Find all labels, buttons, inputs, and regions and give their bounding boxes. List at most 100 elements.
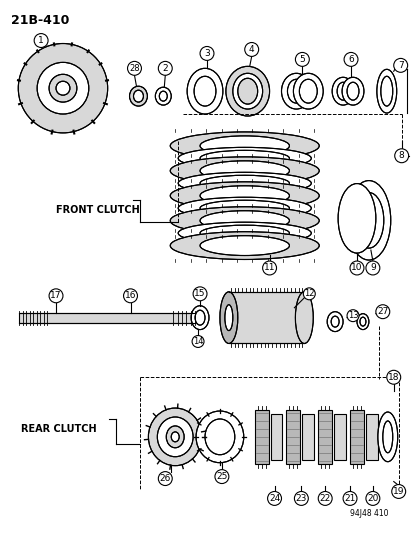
Text: 13: 13 [347, 311, 358, 320]
Text: 17: 17 [50, 292, 62, 300]
Ellipse shape [56, 81, 70, 95]
Ellipse shape [336, 82, 348, 100]
Text: 18: 18 [387, 373, 399, 382]
Text: 16: 16 [124, 292, 136, 300]
Circle shape [192, 287, 206, 301]
Bar [365, 414, 377, 459]
Ellipse shape [191, 306, 209, 329]
Bar [318, 410, 331, 464]
Text: 1: 1 [38, 36, 44, 45]
Circle shape [342, 491, 356, 505]
Text: 10: 10 [350, 263, 362, 272]
Ellipse shape [337, 183, 375, 253]
Ellipse shape [178, 197, 311, 219]
Ellipse shape [129, 86, 147, 106]
Text: 24: 24 [268, 494, 280, 503]
Text: 19: 19 [392, 487, 404, 496]
Ellipse shape [237, 78, 257, 104]
Text: 28: 28 [129, 64, 140, 73]
Ellipse shape [326, 312, 342, 332]
Ellipse shape [178, 147, 311, 169]
Ellipse shape [159, 91, 167, 101]
Ellipse shape [204, 419, 234, 455]
Ellipse shape [37, 62, 88, 114]
Text: 21B-410: 21B-410 [11, 14, 69, 27]
Ellipse shape [166, 426, 184, 448]
Ellipse shape [346, 181, 390, 260]
Text: 6: 6 [347, 55, 353, 64]
Text: 14: 14 [192, 337, 203, 346]
Ellipse shape [171, 432, 179, 442]
Circle shape [318, 491, 331, 505]
Circle shape [365, 261, 379, 275]
Ellipse shape [299, 79, 316, 103]
Circle shape [346, 310, 358, 321]
Ellipse shape [199, 136, 289, 156]
Ellipse shape [199, 175, 289, 191]
Text: 2: 2 [162, 64, 168, 73]
Ellipse shape [199, 161, 289, 181]
Text: 25: 25 [216, 472, 227, 481]
Ellipse shape [148, 408, 202, 466]
Ellipse shape [330, 316, 338, 327]
Text: 11: 11 [263, 263, 275, 272]
Ellipse shape [155, 87, 171, 105]
Circle shape [386, 370, 400, 384]
Circle shape [349, 261, 363, 275]
Circle shape [49, 289, 63, 303]
Ellipse shape [187, 68, 222, 114]
Circle shape [365, 491, 379, 505]
Circle shape [394, 149, 408, 163]
Text: 27: 27 [376, 307, 387, 316]
Ellipse shape [295, 292, 313, 343]
Bar [254, 410, 268, 464]
Circle shape [294, 491, 308, 505]
Ellipse shape [18, 44, 107, 133]
Ellipse shape [170, 132, 318, 160]
Circle shape [375, 305, 389, 319]
Text: 8: 8 [398, 151, 404, 160]
Circle shape [343, 52, 357, 66]
Ellipse shape [380, 76, 392, 106]
Text: 22: 22 [319, 494, 330, 503]
Ellipse shape [281, 74, 311, 109]
Circle shape [158, 472, 172, 486]
Bar [19, 313, 195, 322]
Ellipse shape [219, 292, 237, 343]
Ellipse shape [196, 411, 243, 463]
Text: 7: 7 [397, 61, 403, 70]
Circle shape [393, 59, 407, 72]
Bar [228, 292, 304, 343]
Circle shape [262, 261, 276, 275]
Ellipse shape [170, 182, 318, 209]
Ellipse shape [377, 412, 397, 462]
Circle shape [295, 52, 309, 66]
Bar [301, 414, 313, 459]
Ellipse shape [194, 76, 216, 106]
Text: 12: 12 [303, 289, 314, 298]
Text: REAR CLUTCH: REAR CLUTCH [21, 424, 97, 434]
Ellipse shape [353, 192, 383, 248]
Ellipse shape [170, 157, 318, 184]
Circle shape [123, 289, 137, 303]
Circle shape [214, 470, 228, 483]
Ellipse shape [199, 150, 289, 166]
Ellipse shape [356, 314, 368, 329]
Bar [286, 410, 300, 464]
Ellipse shape [199, 211, 289, 231]
Text: 23: 23 [295, 494, 306, 503]
Circle shape [267, 491, 281, 505]
Ellipse shape [199, 236, 289, 255]
Circle shape [158, 61, 172, 75]
Ellipse shape [199, 225, 289, 241]
Ellipse shape [293, 74, 323, 109]
Ellipse shape [224, 305, 232, 330]
Ellipse shape [49, 74, 77, 102]
Ellipse shape [376, 69, 396, 113]
Ellipse shape [157, 417, 192, 457]
Text: 26: 26 [159, 474, 171, 483]
Ellipse shape [225, 66, 269, 116]
Ellipse shape [232, 74, 262, 109]
Circle shape [303, 288, 315, 300]
Ellipse shape [341, 77, 363, 105]
